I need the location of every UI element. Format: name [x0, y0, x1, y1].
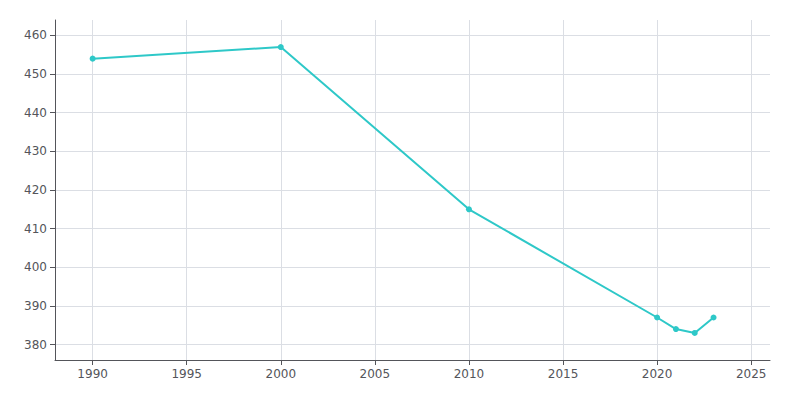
svg-text:460: 460	[24, 28, 47, 42]
svg-text:390: 390	[24, 299, 47, 313]
svg-text:2010: 2010	[454, 367, 485, 381]
svg-text:430: 430	[24, 144, 47, 158]
svg-text:2020: 2020	[642, 367, 673, 381]
svg-text:2025: 2025	[736, 367, 767, 381]
svg-text:420: 420	[24, 183, 47, 197]
svg-text:450: 450	[24, 67, 47, 81]
svg-text:2000: 2000	[266, 367, 297, 381]
svg-text:1995: 1995	[171, 367, 202, 381]
svg-text:410: 410	[24, 222, 47, 236]
svg-text:2015: 2015	[548, 367, 579, 381]
svg-text:1990: 1990	[77, 367, 108, 381]
svg-text:440: 440	[24, 106, 47, 120]
svg-text:380: 380	[24, 338, 47, 352]
svg-text:2005: 2005	[360, 367, 391, 381]
svg-text:400: 400	[24, 260, 47, 274]
